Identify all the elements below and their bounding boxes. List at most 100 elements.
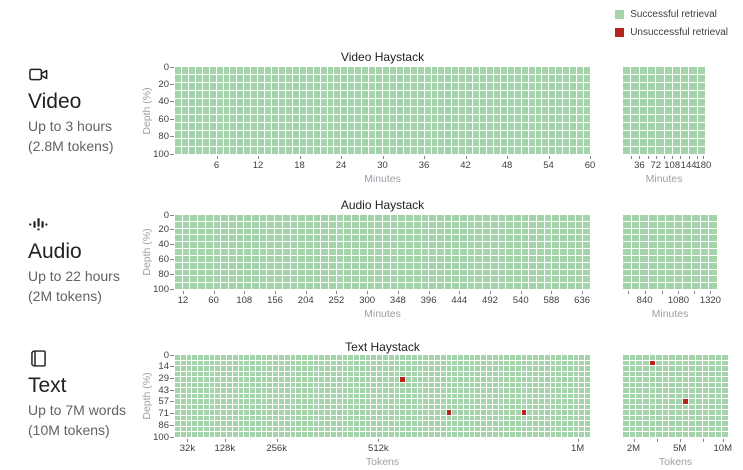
successful-cell xyxy=(325,377,330,382)
successful-cell xyxy=(394,410,400,415)
successful-cell xyxy=(510,371,515,377)
successful-cell xyxy=(267,355,273,360)
successful-cell xyxy=(544,426,550,432)
successful-cell xyxy=(504,366,510,371)
x-tick-label: 108 xyxy=(236,295,253,306)
successful-cell xyxy=(290,366,296,371)
successful-cell xyxy=(302,426,307,432)
successful-cell xyxy=(398,262,406,269)
successful-cell xyxy=(275,269,282,276)
successful-cell xyxy=(244,410,250,415)
successful-cell xyxy=(639,147,647,154)
successful-cell xyxy=(359,355,365,360)
successful-cell xyxy=(423,399,429,404)
successful-cell xyxy=(181,91,188,98)
successful-cell xyxy=(383,67,389,74)
successful-cell xyxy=(469,410,475,415)
successful-cell xyxy=(657,255,666,262)
successful-cell xyxy=(232,426,238,432)
successful-cell xyxy=(542,139,549,146)
successful-cell xyxy=(446,415,452,421)
successful-cell xyxy=(674,255,683,262)
successful-cell xyxy=(429,221,436,228)
successful-cell xyxy=(188,67,195,74)
successful-cell xyxy=(682,404,689,410)
successful-cell xyxy=(255,355,261,360)
successful-cell xyxy=(403,147,410,154)
successful-cell xyxy=(313,393,319,399)
successful-cell xyxy=(299,99,306,106)
successful-cell xyxy=(226,388,232,393)
successful-cell xyxy=(695,382,702,388)
successful-cell xyxy=(221,221,228,228)
successful-cell xyxy=(683,242,692,249)
successful-cell xyxy=(265,107,272,114)
successful-cell xyxy=(424,75,431,82)
successful-cell xyxy=(278,366,284,371)
successful-cell xyxy=(417,382,423,388)
successful-cell xyxy=(709,404,715,410)
successful-cell xyxy=(549,131,556,138)
successful-cell xyxy=(203,388,209,393)
successful-cell xyxy=(623,221,631,228)
successful-cell xyxy=(348,139,355,146)
successful-cell xyxy=(319,366,325,371)
successful-cell xyxy=(232,371,238,377)
successful-cell xyxy=(483,249,490,255)
successful-cell xyxy=(180,366,186,371)
successful-cell xyxy=(259,283,267,289)
successful-cell xyxy=(321,215,329,221)
successful-cell xyxy=(190,283,198,289)
successful-cell xyxy=(695,421,702,426)
successful-cell xyxy=(583,269,590,276)
successful-cell xyxy=(175,262,182,269)
successful-cell xyxy=(417,131,424,138)
successful-cell xyxy=(672,75,681,82)
successful-cell xyxy=(388,393,394,399)
successful-cell xyxy=(375,235,382,242)
successful-cell xyxy=(261,421,267,426)
successful-cell xyxy=(656,67,664,74)
x-tick-mark xyxy=(655,156,657,159)
successful-cell xyxy=(215,371,221,377)
successful-cell xyxy=(417,75,424,82)
successful-cell xyxy=(355,67,362,74)
successful-cell xyxy=(255,382,261,388)
successful-cell xyxy=(313,139,320,146)
successful-cell xyxy=(244,426,250,432)
successful-cell xyxy=(261,426,267,432)
successful-cell xyxy=(390,242,398,249)
successful-cell xyxy=(463,404,469,410)
successful-cell xyxy=(259,221,267,228)
successful-cell xyxy=(692,235,700,242)
successful-cell xyxy=(394,360,400,366)
successful-cell xyxy=(252,215,259,221)
successful-cell xyxy=(302,366,307,371)
successful-cell xyxy=(209,371,215,377)
y-tick-mark xyxy=(170,273,174,275)
successful-cell xyxy=(209,131,216,138)
successful-cell xyxy=(282,242,290,249)
successful-cell xyxy=(672,115,681,122)
successful-cell xyxy=(336,262,344,269)
successful-cell xyxy=(702,366,709,371)
successful-cell xyxy=(436,215,444,221)
successful-cell xyxy=(657,262,666,269)
successful-cell xyxy=(528,99,535,106)
y-tick-label: 100 xyxy=(153,283,169,295)
successful-cell xyxy=(423,355,429,360)
successful-cell xyxy=(298,235,305,242)
successful-cell xyxy=(700,276,709,283)
successful-cell xyxy=(575,262,583,269)
successful-cell xyxy=(570,139,577,146)
successful-cell xyxy=(544,371,550,377)
successful-cell xyxy=(676,426,682,432)
successful-cell xyxy=(400,393,406,399)
successful-cell xyxy=(261,404,267,410)
successful-cell xyxy=(369,99,376,106)
successful-cell xyxy=(410,123,417,130)
successful-cell xyxy=(527,388,533,393)
successful-cell xyxy=(631,131,639,138)
successful-cell xyxy=(528,91,535,98)
